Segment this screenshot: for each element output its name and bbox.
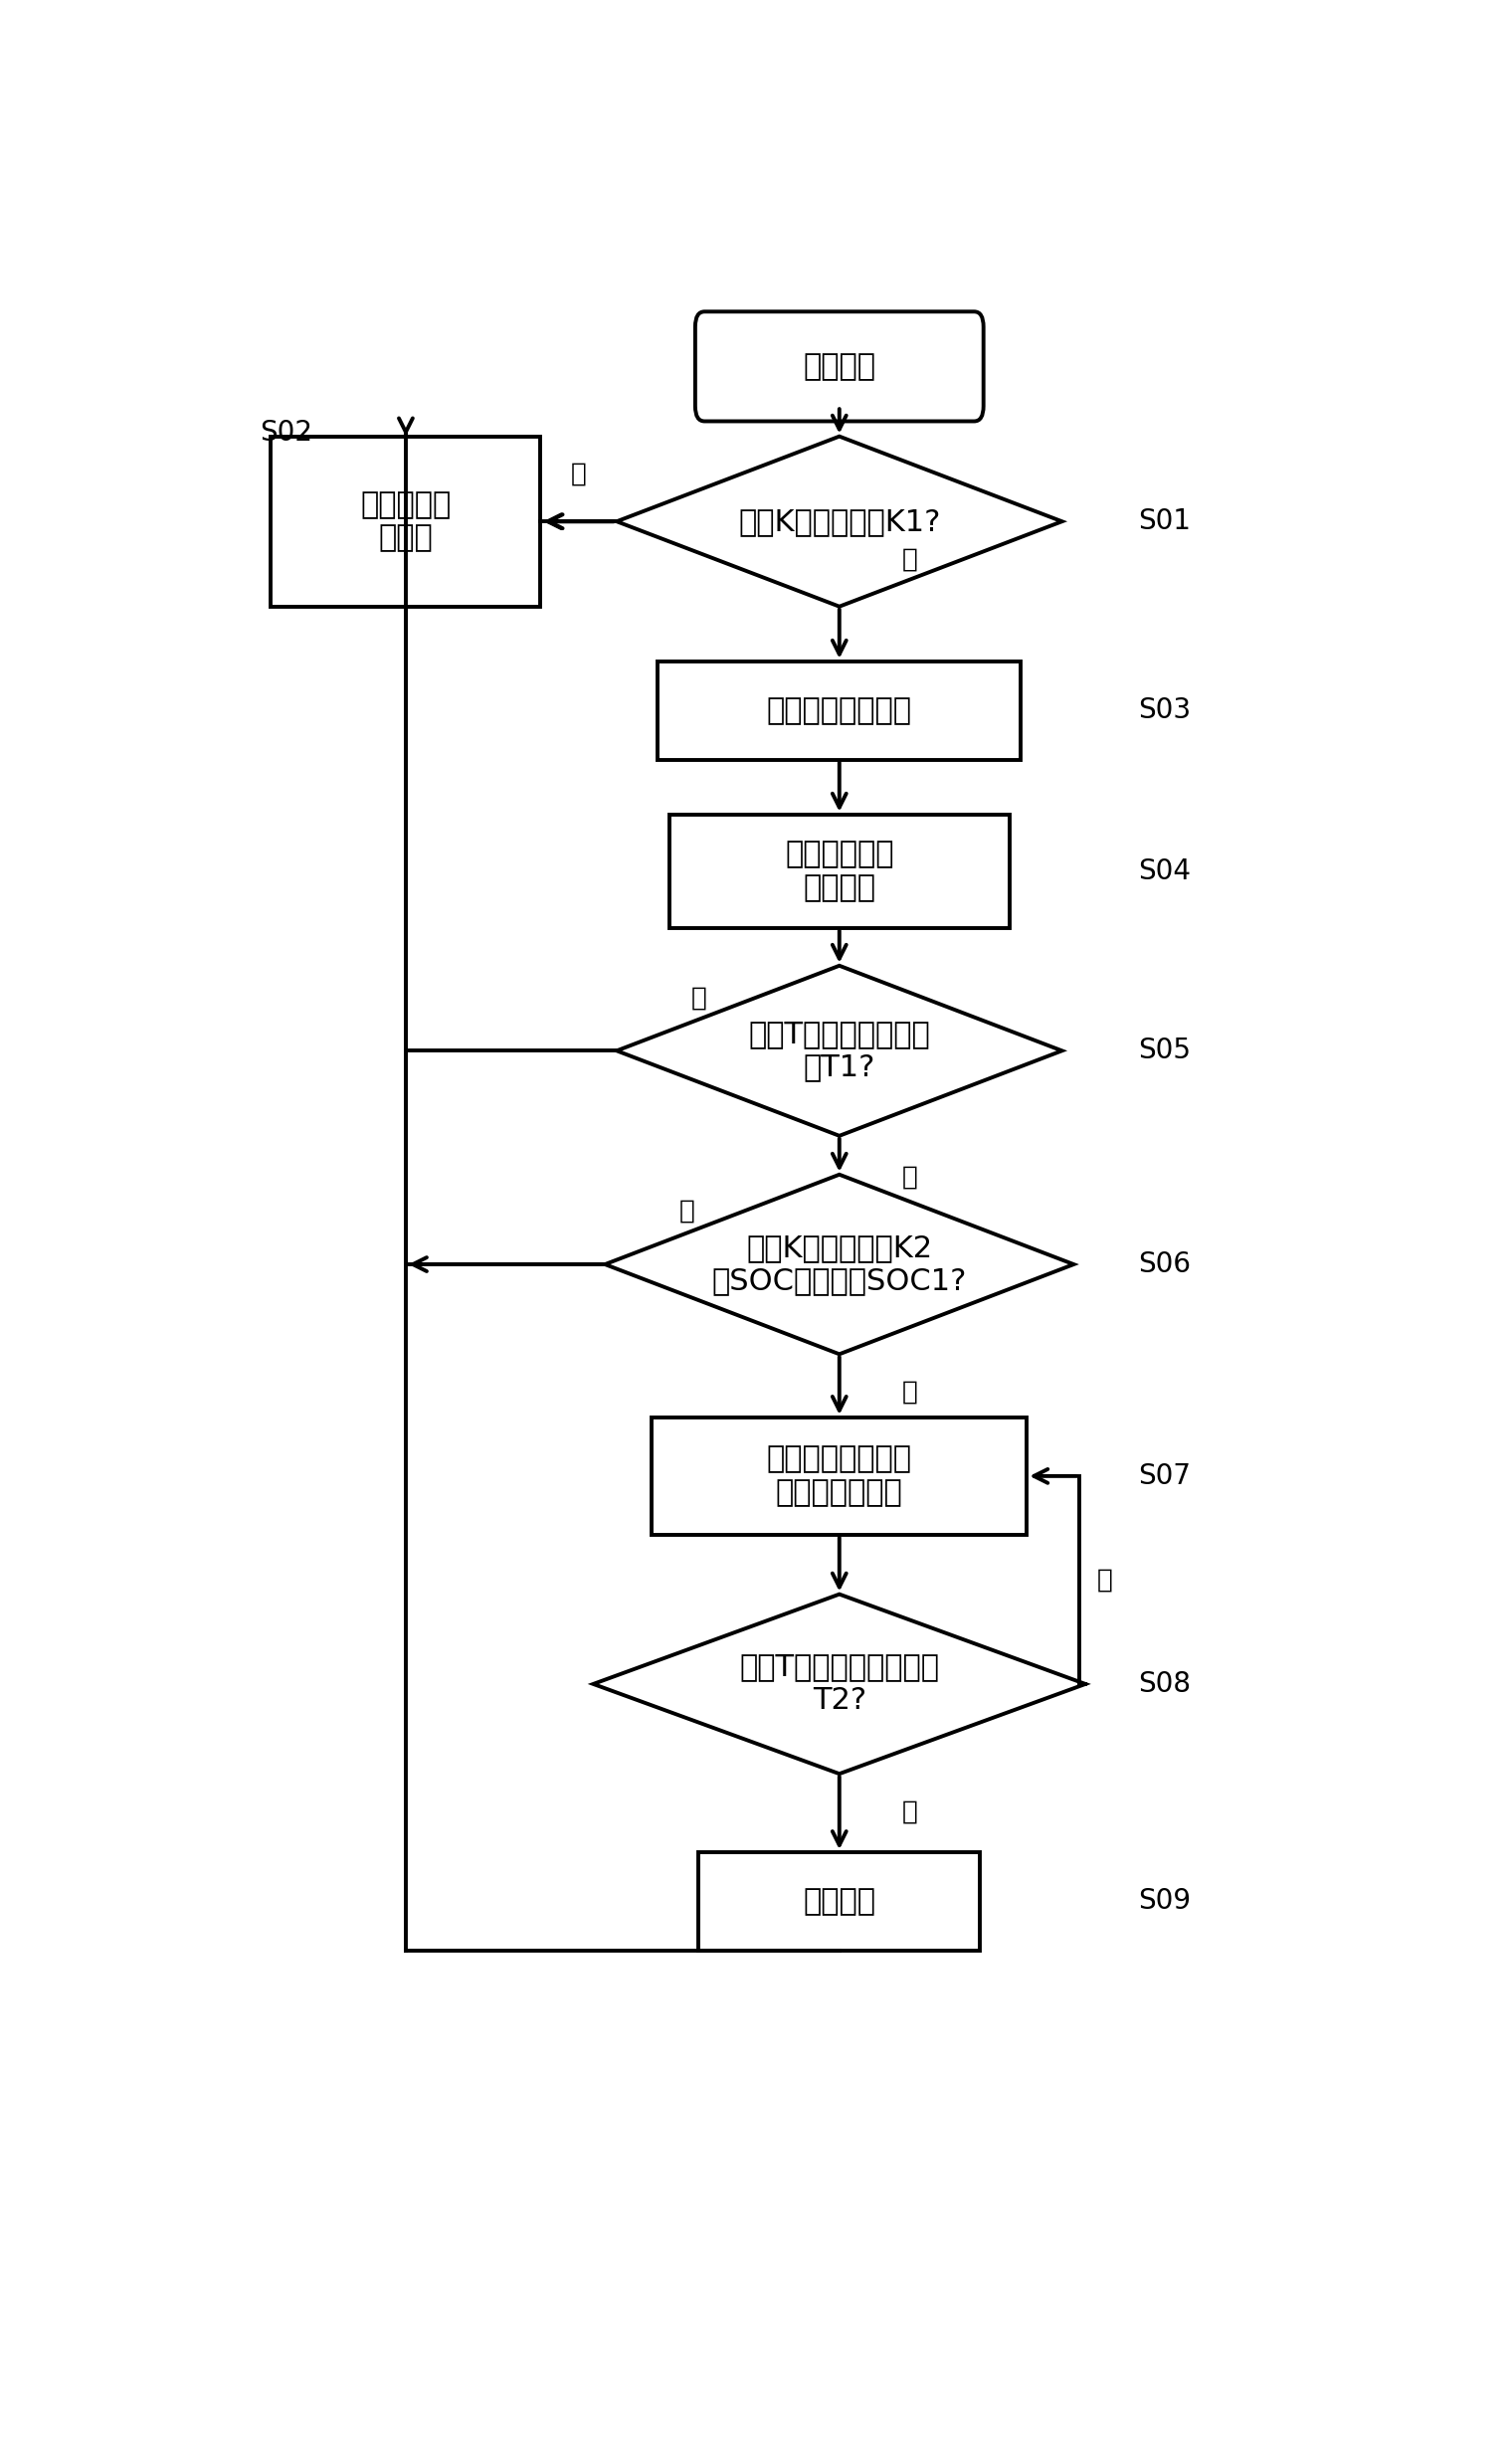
Bar [699, 1851, 980, 1952]
Text: 是: 是 [901, 547, 918, 572]
Text: 加热控制模
块断电: 加热控制模 块断电 [360, 491, 451, 552]
Text: 否: 否 [901, 1164, 918, 1191]
Text: 启动加热并第二计
时单元开始计时: 启动加热并第二计 时单元开始计时 [767, 1446, 912, 1507]
Polygon shape [605, 1173, 1074, 1355]
Text: 否: 否 [570, 462, 587, 486]
Polygon shape [617, 437, 1061, 606]
Text: 时间T系是否大于设定
值T1?: 时间T系是否大于设定 值T1? [748, 1019, 930, 1083]
Bar [271, 437, 541, 606]
FancyBboxPatch shape [696, 312, 983, 422]
Text: 否: 否 [1098, 1566, 1113, 1593]
Text: 温度K环是否小于K1?: 温度K环是否小于K1? [738, 508, 940, 535]
Polygon shape [593, 1593, 1086, 1775]
Text: 加热控制模块上电: 加热控制模块上电 [767, 697, 912, 724]
Text: S08: S08 [1139, 1669, 1191, 1699]
Text: S01: S01 [1139, 508, 1191, 535]
Text: S03: S03 [1139, 697, 1191, 724]
Text: 是: 是 [901, 1380, 918, 1404]
Text: S07: S07 [1139, 1463, 1191, 1490]
Bar [670, 815, 1009, 928]
Text: S04: S04 [1139, 857, 1191, 886]
Text: 停止加热: 停止加热 [803, 1888, 875, 1915]
Text: S06: S06 [1139, 1250, 1191, 1279]
Text: 时间T电是否大于设定值
T2?: 时间T电是否大于设定值 T2? [739, 1652, 939, 1716]
Text: 是: 是 [691, 984, 706, 1011]
Text: 温度K电是否小于K2
且SOC是否大于SOC1?: 温度K电是否小于K2 且SOC是否大于SOC1? [712, 1232, 966, 1296]
Text: 是: 是 [901, 1800, 918, 1824]
Text: 系统启动: 系统启动 [803, 351, 875, 381]
Text: S05: S05 [1139, 1036, 1191, 1065]
Text: 第一计时单元
开始计时: 第一计时单元 开始计时 [785, 840, 894, 903]
Text: S09: S09 [1139, 1888, 1191, 1915]
Text: 是: 是 [679, 1198, 696, 1225]
Text: S02: S02 [260, 420, 311, 447]
Bar [658, 660, 1021, 759]
Bar [652, 1417, 1027, 1534]
Polygon shape [617, 965, 1061, 1137]
